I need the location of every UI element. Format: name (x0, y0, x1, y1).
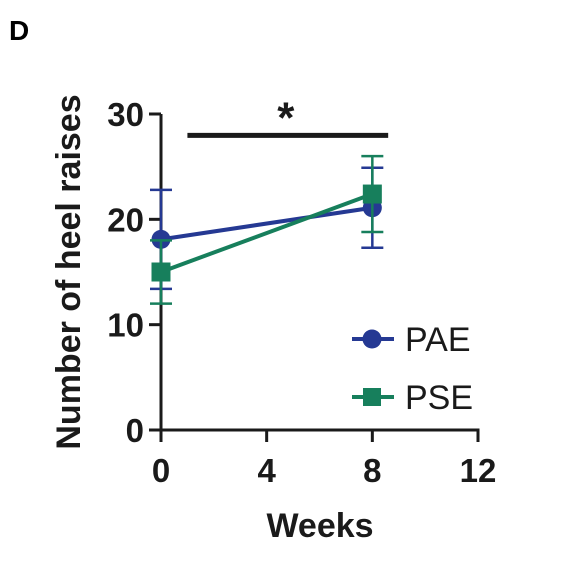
data-point (362, 184, 382, 204)
series-line (160, 205, 373, 242)
legend-label: PSE (405, 379, 473, 417)
panel-label: D (9, 15, 29, 46)
series-pse (150, 154, 384, 305)
x-tick-label: 0 (152, 452, 170, 489)
y-tick-label: 10 (107, 307, 144, 344)
axes: 0 10 20 30 0 4 8 12 (107, 96, 496, 489)
legend-item-pse: PSE (352, 379, 473, 417)
x-tick-label: 4 (257, 452, 276, 489)
y-axis-label: Number of heel raises (50, 94, 88, 449)
legend-marker (363, 388, 381, 406)
x-tick-label: 8 (363, 452, 381, 489)
series-pae (150, 166, 384, 291)
x-axis-label: Weeks (266, 507, 373, 545)
significance-star: * (277, 93, 295, 142)
y-tick-label: 0 (126, 412, 144, 449)
series-line (160, 192, 374, 274)
legend: PAE PSE (352, 321, 473, 417)
legend-label: PAE (405, 321, 471, 359)
series-layer (150, 154, 384, 305)
data-point (151, 262, 171, 282)
significance-annotation: * (187, 93, 389, 142)
y-tick-label: 30 (107, 96, 144, 133)
x-tick-label: 12 (460, 452, 497, 489)
legend-marker (362, 329, 382, 349)
y-tick-label: 20 (107, 201, 144, 238)
legend-item-pae: PAE (352, 321, 471, 359)
